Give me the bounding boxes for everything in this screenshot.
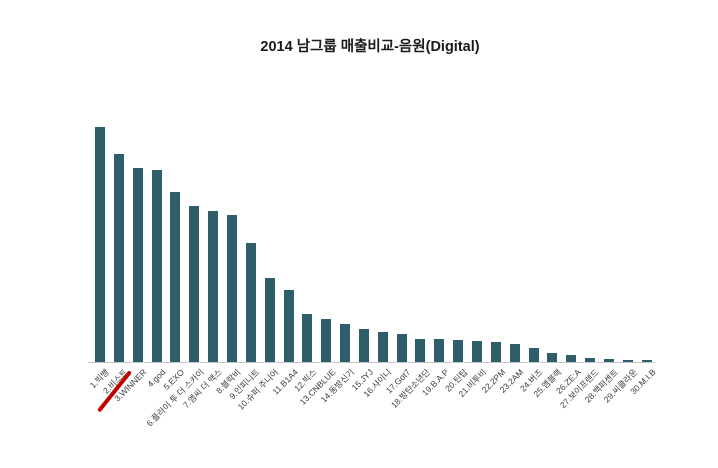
bar-1	[95, 127, 105, 362]
bar-2	[113, 154, 124, 362]
bar-27	[585, 357, 596, 362]
bar-29	[622, 359, 633, 362]
bar-28	[603, 358, 614, 362]
bar-30	[641, 360, 652, 362]
bar-24	[528, 348, 539, 362]
bar-15	[358, 329, 369, 362]
bar-23	[509, 344, 520, 362]
bar-10	[264, 278, 275, 362]
bar-5	[170, 192, 181, 362]
bar-21	[472, 341, 482, 362]
bar-19	[434, 339, 445, 362]
bar-18	[415, 339, 426, 362]
bar-26	[566, 355, 577, 362]
bar-4	[151, 170, 162, 362]
x-axis-line	[88, 362, 655, 363]
bar-3	[132, 168, 143, 362]
bar-13	[321, 319, 332, 362]
chart-title: 2014 남그룹 매출비교-음원(Digital)	[260, 39, 480, 55]
bar-25	[547, 353, 558, 362]
bar-20	[453, 340, 464, 362]
bar-7	[208, 211, 219, 362]
bar-17	[396, 334, 407, 362]
bar-9	[245, 243, 256, 362]
bar-12	[302, 314, 313, 362]
bar-14	[340, 324, 351, 362]
bar-22	[490, 342, 501, 362]
bar-6	[189, 206, 200, 362]
bar-8	[226, 215, 237, 362]
bar-11	[283, 290, 294, 362]
bar-16	[377, 332, 388, 362]
